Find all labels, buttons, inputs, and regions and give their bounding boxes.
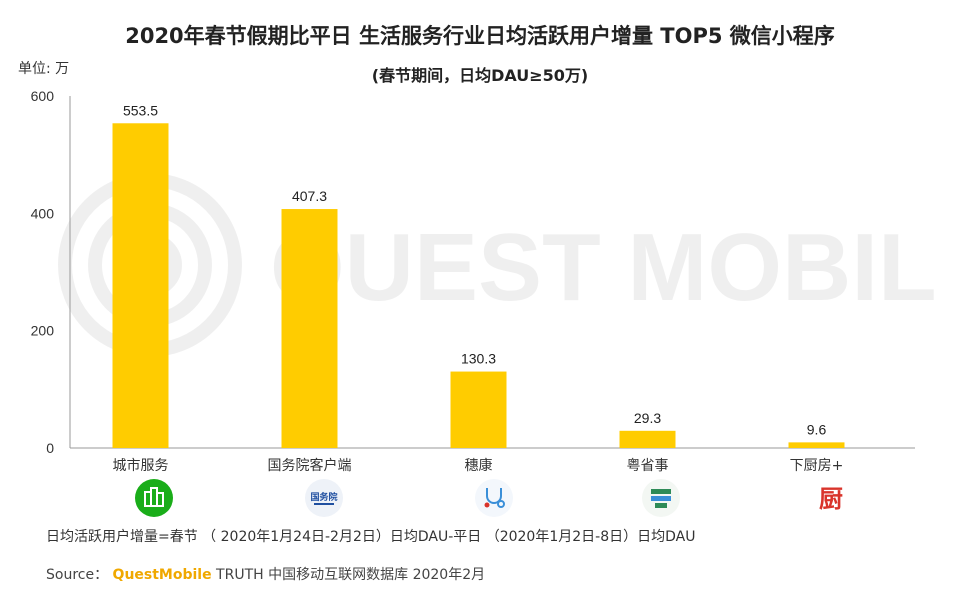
y-tick-label: 400 [31, 205, 55, 221]
category-label: 穗康 [465, 457, 493, 474]
source-brand: QuestMobile [112, 567, 212, 583]
footnote: 日均活跃用户增量=春节 （ 2020年1月24日-2月2日）日均DAU-平日 （… [46, 529, 696, 545]
suikang-icon [474, 478, 514, 518]
chart-subtitle: (春节期间，日均DAU≥50万) [371, 66, 589, 85]
bar-chart: 0 200 400 600 553.5 城市服务 407.3 国务院客户端 130.3 穗康 29.… [31, 88, 915, 474]
category-label: 国务院客户端 [268, 457, 352, 474]
city-service-icon [134, 478, 174, 518]
data-label: 9.6 [807, 421, 827, 437]
state-council-icon-text: 国务院 [310, 491, 337, 503]
category-label: 下厨房+ [790, 458, 844, 474]
y-tick-label: 0 [46, 440, 54, 456]
bar [619, 430, 676, 448]
bar [281, 209, 338, 448]
category-label: 粤省事 [627, 458, 669, 474]
bar [788, 442, 845, 448]
state-council-icon: 国务院 [304, 478, 344, 518]
yueshengshi-icon [641, 478, 681, 518]
watermark-text: QUEST MOBILE [270, 214, 940, 321]
bar [112, 123, 169, 448]
source-suffix: TRUTH 中国移动互联网数据库 2020年2月 [211, 567, 486, 583]
chart-title: 2020年春节假期比平日 生活服务行业日均活跃用户增量 TOP5 微信小程序 [125, 24, 835, 48]
xiachufang-icon-text: 厨 [819, 485, 843, 513]
source-prefix: Source： [46, 567, 109, 583]
source-line: Source： QuestMobile TRUTH 中国移动互联网数据库 202… [46, 564, 485, 584]
y-tick-label: 600 [31, 88, 55, 104]
bar [450, 371, 507, 448]
data-label: 407.3 [292, 188, 327, 204]
data-label: 130.3 [461, 351, 496, 367]
unit-label: 单位: 万 [18, 61, 70, 77]
data-label: 29.3 [634, 410, 661, 426]
watermark: QUEST MOBILE [58, 173, 940, 357]
xiachufang-icon: 厨 [811, 478, 851, 518]
data-label: 553.5 [123, 102, 158, 118]
y-tick-label: 200 [31, 323, 55, 339]
category-label: 城市服务 [113, 457, 169, 474]
